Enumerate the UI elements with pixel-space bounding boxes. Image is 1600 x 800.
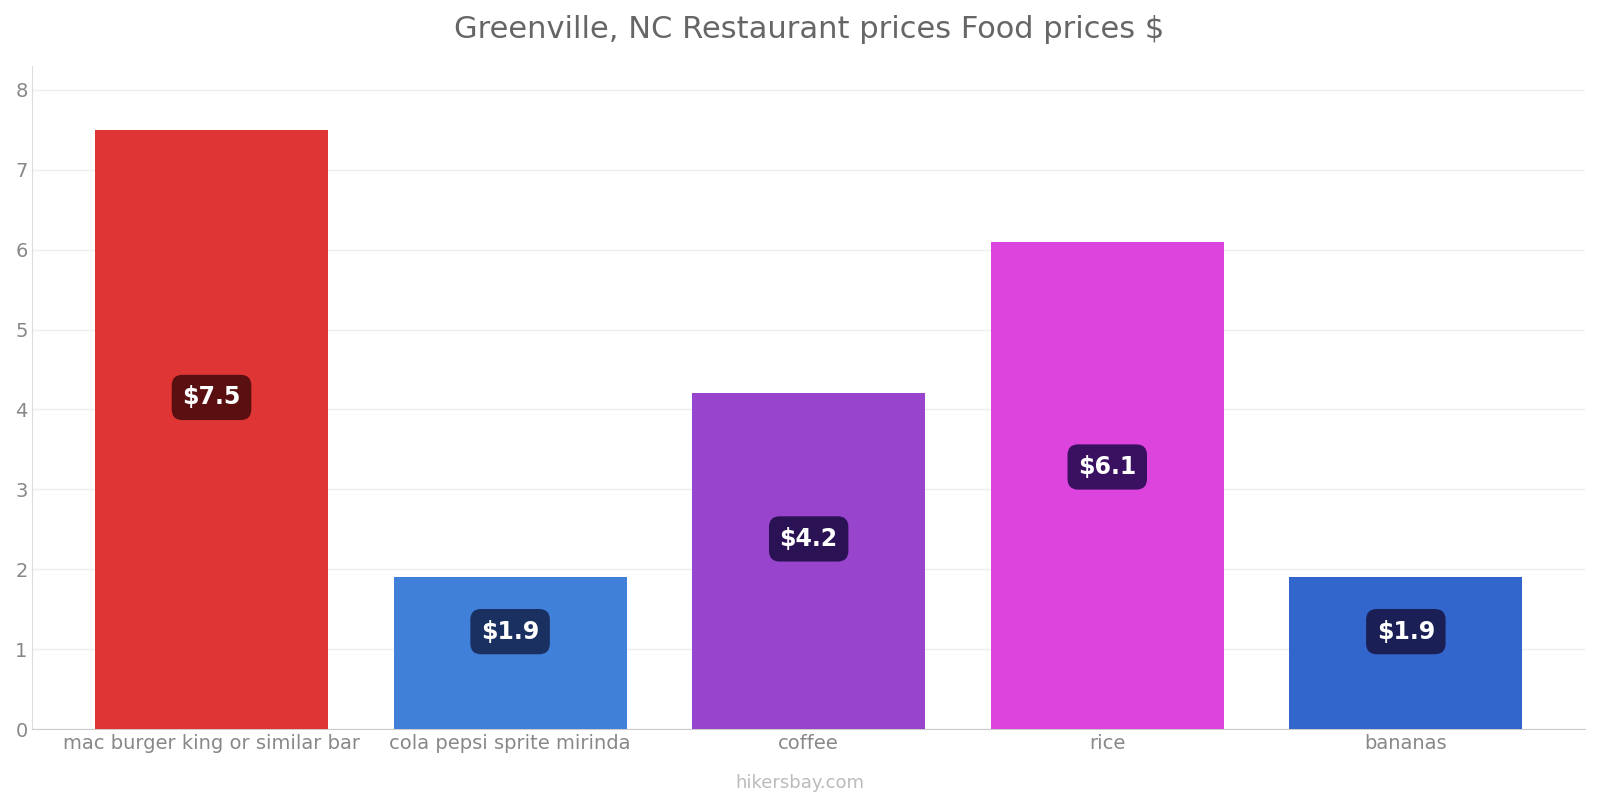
Text: hikersbay.com: hikersbay.com xyxy=(736,774,864,792)
Text: $1.9: $1.9 xyxy=(1376,620,1435,644)
Title: Greenville, NC Restaurant prices Food prices $: Greenville, NC Restaurant prices Food pr… xyxy=(453,15,1163,44)
Text: $4.2: $4.2 xyxy=(779,527,838,551)
Text: $7.5: $7.5 xyxy=(182,386,240,410)
Text: $1.9: $1.9 xyxy=(482,620,539,644)
Bar xyxy=(693,394,925,729)
Bar xyxy=(1290,578,1522,729)
Bar xyxy=(394,578,627,729)
Bar xyxy=(990,242,1224,729)
Text: $6.1: $6.1 xyxy=(1078,455,1136,479)
Bar xyxy=(94,130,328,729)
